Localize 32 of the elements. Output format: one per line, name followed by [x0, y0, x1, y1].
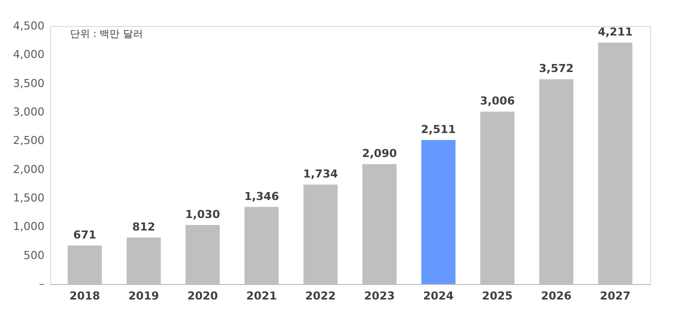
x-tick-label: 2027	[600, 290, 631, 302]
x-tick-label: 2023	[364, 290, 395, 302]
x-tick-label: 2019	[128, 290, 160, 302]
x-tick-label: 2025	[482, 290, 513, 302]
x-tick-label: 2020	[187, 290, 218, 302]
y-tick-label: 1,500	[13, 192, 44, 204]
data-label: 1,030	[185, 208, 220, 221]
y-tick-label: 4,000	[13, 48, 44, 62]
data-label: 2,090	[362, 147, 398, 160]
data-label: 812	[132, 220, 156, 234]
y-tick-label: 2,000	[13, 162, 44, 176]
y-tick-label: 3,500	[13, 76, 44, 90]
data-label: 3,572	[538, 62, 574, 76]
y-tick-label: 3,000	[13, 106, 44, 118]
data-label: 671	[73, 228, 96, 242]
data-label: 4,211	[598, 26, 633, 39]
bar	[421, 140, 456, 284]
y-tick-label: 1,000	[13, 220, 44, 234]
x-tick-label: 2018	[69, 290, 100, 302]
data-label: 3,006	[480, 94, 516, 108]
y-tick-label: 4,500	[13, 20, 44, 32]
y-tick-label: –	[39, 278, 44, 290]
x-tick-label: 2021	[246, 290, 277, 302]
y-tick-label: 500	[24, 248, 44, 262]
x-tick-label: 2022	[305, 290, 336, 302]
x-tick-label: 2026	[540, 290, 572, 302]
y-tick-label: 2,500	[13, 134, 44, 148]
data-label: 2,511	[421, 123, 456, 136]
annotation: 단위 : 백만 달러	[70, 29, 143, 40]
data-label: 1,734	[303, 168, 338, 181]
data-label: 1,346	[244, 190, 280, 203]
x-tick-label: 2024	[423, 290, 454, 302]
